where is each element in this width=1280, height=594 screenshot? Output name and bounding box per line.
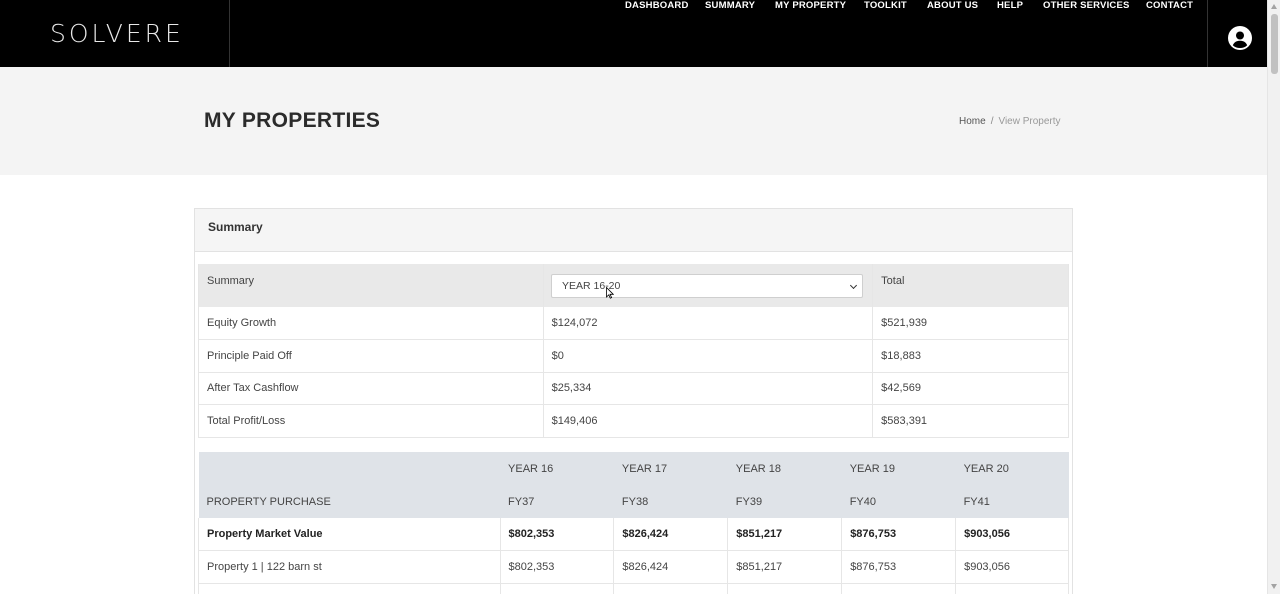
row-label: Principle Paid Off bbox=[198, 339, 544, 373]
row-value: $124,072 bbox=[543, 307, 874, 340]
table-row: Equity Growth $124,072 $521,939 bbox=[198, 307, 1069, 340]
year-range-select[interactable]: YEAR 16-20 bbox=[551, 274, 863, 298]
top-navbar: SOLVERE DASHBOARD SUMMARY MY PROPERTY TO… bbox=[0, 0, 1267, 67]
fy-header: FY37 bbox=[500, 485, 614, 518]
scrollbar-thumb[interactable] bbox=[1271, 14, 1278, 74]
nav-item-other-services[interactable]: OTHER SERVICES bbox=[1043, 0, 1130, 11]
year-range-select-value: YEAR 16-20 bbox=[562, 280, 621, 292]
row-value: $802,353 bbox=[500, 518, 615, 551]
user-account-icon[interactable] bbox=[1228, 26, 1252, 50]
fy-header-row: PROPERTY PURCHASE FY37 FY38 FY39 FY40 FY… bbox=[198, 485, 1069, 518]
property-purchase-table: YEAR 16 YEAR 17 YEAR 18 YEAR 19 YEAR 20 … bbox=[198, 452, 1069, 594]
nav-item-summary[interactable]: SUMMARY bbox=[705, 0, 756, 11]
row-total: $583,391 bbox=[872, 404, 1069, 438]
empty-header-cell bbox=[198, 452, 501, 485]
row-label: Property Market Value bbox=[198, 518, 501, 551]
table-row: Principle Paid Off $0 $18,883 bbox=[198, 339, 1069, 373]
nav-item-about-us[interactable]: ABOUT US bbox=[927, 0, 979, 11]
row-value: $802,353 bbox=[500, 550, 615, 584]
table-row: After Tax Cashflow $25,334 $42,569 bbox=[198, 372, 1069, 405]
summary-header-total: Total bbox=[872, 264, 1069, 307]
nav-item-toolkit[interactable]: TOOLKIT bbox=[864, 0, 907, 11]
row-value bbox=[841, 583, 957, 594]
scroll-down-arrow-icon[interactable] bbox=[1271, 584, 1277, 589]
breadcrumb-current: View Property bbox=[998, 116, 1061, 127]
row-value: $876,753 bbox=[841, 518, 957, 551]
row-total: $521,939 bbox=[872, 307, 1069, 340]
year-header: YEAR 20 bbox=[955, 452, 1069, 485]
table-row: Property Market Value $802,353 $826,424 … bbox=[198, 518, 1069, 551]
summary-panel-header: Summary bbox=[195, 209, 1072, 252]
breadcrumb-home-link[interactable]: Home bbox=[959, 116, 986, 127]
section-label: PROPERTY PURCHASE bbox=[198, 485, 501, 518]
page-title: MY PROPERTIES bbox=[204, 109, 381, 132]
fy-header: FY39 bbox=[727, 485, 842, 518]
row-value bbox=[613, 583, 729, 594]
row-total: $18,883 bbox=[872, 339, 1069, 373]
breadcrumb-separator: / bbox=[990, 116, 994, 127]
fy-header: FY38 bbox=[613, 485, 728, 518]
nav-item-contact[interactable]: CONTACT bbox=[1146, 0, 1194, 11]
row-label: Property 1 | 122 barn st bbox=[198, 550, 501, 584]
row-value bbox=[500, 583, 615, 594]
nav-item-help[interactable]: HELP bbox=[997, 0, 1024, 11]
year-header: YEAR 19 bbox=[841, 452, 956, 485]
fy-header: FY41 bbox=[955, 485, 1069, 518]
brand-logo[interactable]: SOLVERE bbox=[0, 0, 230, 67]
logo-text: SOLVERE bbox=[50, 19, 184, 48]
mouse-pointer-icon bbox=[606, 287, 614, 299]
row-label: Equity Growth bbox=[198, 307, 544, 340]
page-header-band bbox=[0, 67, 1267, 175]
row-label bbox=[198, 583, 501, 594]
breadcrumb: Home / View Property bbox=[959, 116, 1061, 127]
chevron-down-icon bbox=[849, 281, 858, 290]
row-value: $25,334 bbox=[543, 372, 874, 405]
year-header: YEAR 17 bbox=[613, 452, 728, 485]
user-menu[interactable] bbox=[1207, 0, 1267, 67]
row-value: $851,217 bbox=[727, 518, 843, 551]
nav-item-my-property[interactable]: MY PROPERTY bbox=[775, 0, 847, 11]
row-value bbox=[727, 583, 843, 594]
year-header-row: YEAR 16 YEAR 17 YEAR 18 YEAR 19 YEAR 20 bbox=[198, 452, 1069, 485]
table-row bbox=[198, 583, 1069, 594]
row-value: $903,056 bbox=[955, 550, 1069, 584]
row-value: $876,753 bbox=[841, 550, 957, 584]
year-header: YEAR 18 bbox=[727, 452, 842, 485]
table-row: Property 1 | 122 barn st $802,353 $826,4… bbox=[198, 550, 1069, 584]
row-total: $42,569 bbox=[872, 372, 1069, 405]
summary-panel-title: Summary bbox=[208, 220, 263, 234]
row-value: $826,424 bbox=[613, 518, 729, 551]
row-label: Total Profit/Loss bbox=[198, 404, 544, 438]
row-value: $149,406 bbox=[543, 404, 874, 438]
scroll-up-arrow-icon[interactable] bbox=[1271, 4, 1277, 9]
row-value: $903,056 bbox=[955, 518, 1069, 551]
row-value bbox=[955, 583, 1069, 594]
row-value: $826,424 bbox=[613, 550, 729, 584]
nav-item-dashboard[interactable]: DASHBOARD bbox=[625, 0, 689, 11]
year-header: YEAR 16 bbox=[500, 452, 614, 485]
row-value: $0 bbox=[543, 339, 874, 373]
row-label: After Tax Cashflow bbox=[198, 372, 544, 405]
row-value: $851,217 bbox=[727, 550, 843, 584]
table-row: Total Profit/Loss $149,406 $583,391 bbox=[198, 404, 1069, 438]
fy-header: FY40 bbox=[841, 485, 956, 518]
page-scrollbar[interactable] bbox=[1267, 0, 1280, 594]
summary-header-label: Summary bbox=[198, 264, 544, 307]
